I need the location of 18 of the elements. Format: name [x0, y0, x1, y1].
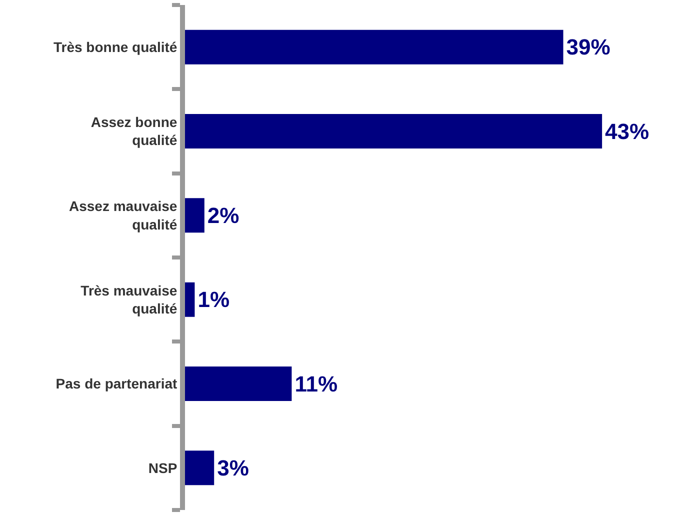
bar [185, 198, 204, 233]
bar [185, 30, 564, 64]
data-label: 2% [207, 202, 240, 228]
y-tick-label: Très bonne qualité [53, 38, 178, 55]
y-tick-label: Assez bonne qualité [90, 114, 178, 148]
bar [185, 366, 292, 401]
data-label: 1% [198, 287, 230, 312]
data-label: 43% [605, 118, 650, 144]
y-tick-label: Pas de partenariat [56, 376, 178, 392]
data-label: 39% [566, 34, 610, 60]
bar [185, 282, 195, 317]
y-tick-label: Assez mauvaise qualité [69, 198, 178, 232]
bar [185, 114, 602, 148]
y-tick-label: Très mauvaise qualité [80, 282, 178, 317]
data-label: 3% [217, 455, 249, 480]
data-label: 11% [294, 371, 338, 396]
y-tick-label: NSP [148, 460, 178, 476]
bar [185, 450, 214, 486]
